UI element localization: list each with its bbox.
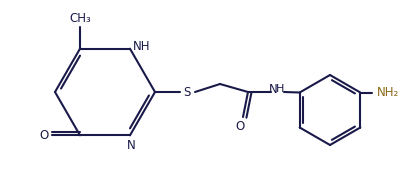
- Text: NH: NH: [133, 40, 151, 53]
- Text: N: N: [126, 139, 136, 152]
- Text: N: N: [269, 83, 277, 95]
- Text: S: S: [183, 86, 191, 99]
- Text: H: H: [276, 84, 284, 94]
- Text: NH₂: NH₂: [377, 86, 400, 99]
- Text: O: O: [235, 119, 245, 132]
- Text: CH₃: CH₃: [69, 12, 91, 25]
- Text: O: O: [40, 129, 49, 142]
